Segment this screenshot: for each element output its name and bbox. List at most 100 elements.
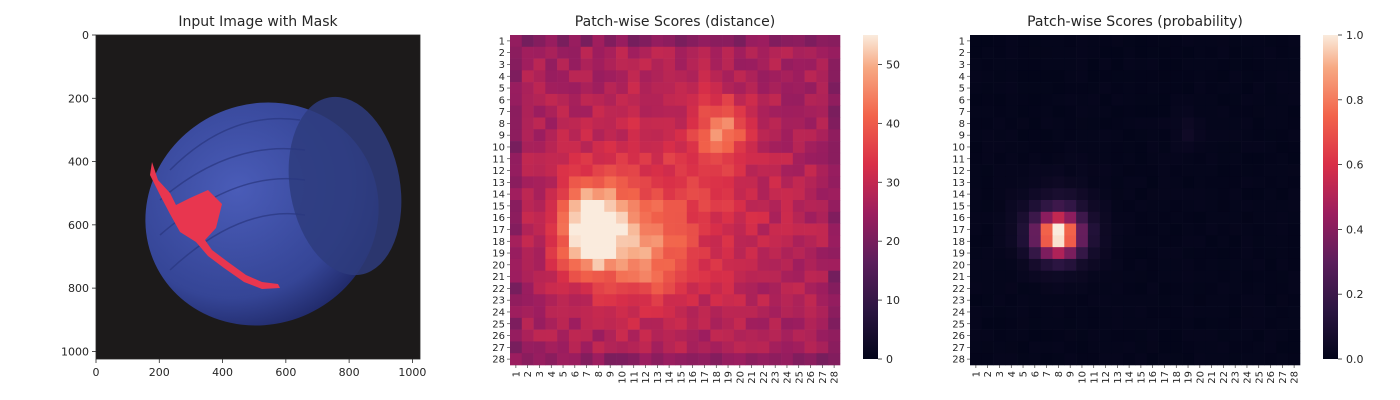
heatmap-cell	[1123, 164, 1136, 177]
heatmap-cell	[757, 270, 770, 283]
row-label: 28	[952, 355, 965, 366]
heatmap-cell	[792, 141, 805, 154]
heatmap-cell	[1017, 152, 1030, 165]
heatmap-cell	[568, 211, 582, 224]
heatmap-cell	[651, 188, 664, 201]
heatmap-cell	[1052, 58, 1065, 71]
heatmap-cell	[1111, 341, 1124, 354]
heatmap-cell	[1123, 93, 1136, 107]
heatmap-cell	[1123, 176, 1136, 189]
heatmap-cell	[1052, 211, 1065, 224]
heatmap-cell	[1252, 35, 1265, 48]
heatmap-cell	[533, 129, 546, 142]
heatmap-cell	[675, 35, 688, 48]
heatmap-cell	[1040, 235, 1053, 248]
heatmap-cell	[1076, 282, 1089, 295]
heatmap-cell	[1170, 70, 1183, 83]
heatmap-cell	[1087, 353, 1100, 366]
heatmap-cell	[639, 317, 652, 330]
heatmap-cell	[804, 152, 817, 165]
heatmap-cell	[757, 211, 770, 224]
row-label: 7	[499, 107, 505, 118]
heatmap-cell	[1193, 353, 1207, 366]
heatmap-cell	[533, 188, 546, 201]
heatmap-cell	[533, 294, 546, 307]
heatmap-cell	[1017, 306, 1030, 319]
heatmap-cell	[1005, 294, 1018, 307]
heatmap-cell	[698, 35, 711, 48]
heatmap-cell	[580, 164, 593, 177]
heatmap-cell	[663, 82, 676, 95]
heatmap-cell	[651, 82, 664, 95]
heatmap-cell	[981, 105, 994, 118]
col-label: 24	[782, 371, 793, 384]
heatmap-cell	[1017, 282, 1030, 295]
heatmap-cell	[710, 270, 723, 283]
heatmap-cell	[1170, 58, 1183, 71]
heatmap-cell	[1229, 200, 1242, 213]
heatmap-cell	[710, 58, 723, 71]
colorbar-tick-label: 50	[886, 58, 900, 71]
heatmap-cell	[1146, 141, 1159, 154]
heatmap-cell	[698, 247, 711, 260]
heatmap-cell	[533, 353, 546, 366]
heatmap-cell	[1193, 141, 1207, 154]
heatmap-cell	[1146, 35, 1159, 48]
heatmap-cell	[521, 82, 534, 95]
heatmap-cell	[1017, 141, 1030, 154]
heatmap-cell	[639, 188, 652, 201]
heatmap-cell	[1170, 211, 1183, 224]
heatmap-cell	[533, 270, 546, 283]
heatmap-cell	[1040, 353, 1053, 366]
x-tick-label: 600	[275, 366, 296, 379]
heatmap-cell	[568, 258, 582, 272]
heatmap-cell	[1017, 223, 1030, 236]
heatmap-cell	[1111, 117, 1124, 130]
heatmap-cell	[604, 152, 617, 165]
heatmap-cell	[1064, 105, 1077, 118]
heatmap-cell	[1146, 200, 1159, 213]
heatmap-cell	[1182, 329, 1195, 342]
heatmap-cell	[1005, 35, 1018, 48]
heatmap-cell	[781, 82, 794, 95]
heatmap-cell	[1229, 188, 1242, 201]
heatmap-cell	[545, 141, 558, 154]
heatmap-cell	[675, 258, 688, 272]
heatmap-cell	[675, 317, 688, 330]
heatmap-cell	[981, 223, 994, 236]
col-label: 27	[818, 371, 829, 384]
heatmap-cell	[616, 58, 629, 71]
heatmap-cell	[1135, 317, 1148, 330]
heatmap-cell	[698, 353, 711, 366]
heatmap-cell	[663, 129, 676, 142]
heatmap-cell	[557, 105, 570, 118]
heatmap-cell	[1193, 247, 1207, 260]
heatmap-cell	[1288, 258, 1301, 272]
heatmap-cell	[1146, 93, 1159, 107]
heatmap-cell	[686, 117, 699, 130]
heatmap-cell	[1135, 282, 1148, 295]
col-label: 28	[830, 371, 841, 384]
heatmap-cell	[792, 93, 805, 107]
heatmap-cell	[757, 105, 770, 118]
heatmap-cell	[816, 46, 829, 59]
heatmap-cell	[816, 258, 829, 272]
heatmap-cell	[816, 70, 829, 83]
heatmap-cell	[970, 141, 983, 154]
heatmap-cell	[1005, 247, 1018, 260]
colorbar-tick-label: 1.0	[1346, 29, 1364, 42]
heatmap-cell	[557, 58, 570, 71]
heatmap-cell	[580, 329, 593, 342]
heatmap-cell	[1217, 188, 1230, 201]
heatmap-cell	[1252, 164, 1265, 177]
heatmap-cell	[993, 317, 1006, 330]
heatmap-cell	[1193, 93, 1207, 107]
heatmap-cell	[816, 164, 829, 177]
col-label: 21	[747, 371, 758, 384]
heatmap-cell	[816, 353, 829, 366]
heatmap-cell	[557, 152, 570, 165]
heatmap-cell	[604, 306, 617, 319]
heatmap-cell	[1111, 152, 1124, 165]
heatmap-cell	[1099, 176, 1112, 189]
heatmap-cell	[1146, 258, 1159, 272]
